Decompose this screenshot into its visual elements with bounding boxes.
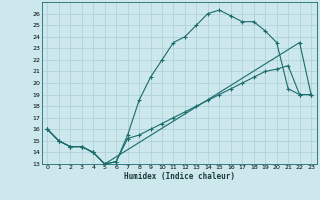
X-axis label: Humidex (Indice chaleur): Humidex (Indice chaleur) bbox=[124, 172, 235, 181]
